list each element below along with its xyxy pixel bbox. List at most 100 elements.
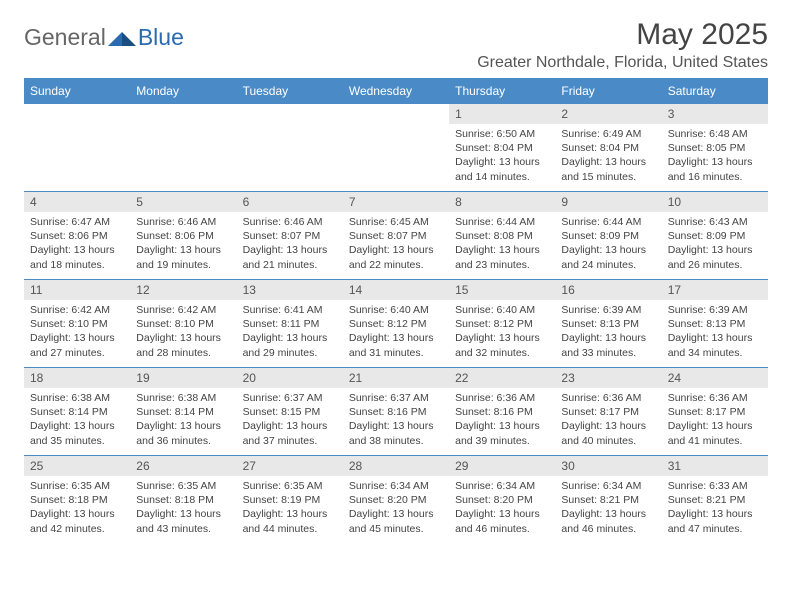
day-number: 31 [662, 456, 768, 476]
sunrise-text: Sunrise: 6:46 AM [243, 215, 337, 229]
sunset-text: Sunset: 8:14 PM [30, 405, 124, 419]
daylight-text: Daylight: 13 hours and 14 minutes. [455, 155, 549, 183]
day-number: 10 [662, 192, 768, 212]
daylight-text: Daylight: 13 hours and 42 minutes. [30, 507, 124, 535]
day-number [24, 104, 130, 110]
day-details: Sunrise: 6:42 AMSunset: 8:10 PMDaylight:… [24, 300, 130, 364]
logo-text-left: General [24, 24, 106, 50]
sunrise-text: Sunrise: 6:34 AM [561, 479, 655, 493]
calendar-cell: 15Sunrise: 6:40 AMSunset: 8:12 PMDayligh… [449, 280, 555, 368]
day-details: Sunrise: 6:45 AMSunset: 8:07 PMDaylight:… [343, 212, 449, 276]
logo-mark-icon [108, 28, 136, 48]
calendar-cell: 21Sunrise: 6:37 AMSunset: 8:16 PMDayligh… [343, 368, 449, 456]
sunrise-text: Sunrise: 6:48 AM [668, 127, 762, 141]
sunrise-text: Sunrise: 6:47 AM [30, 215, 124, 229]
day-details: Sunrise: 6:36 AMSunset: 8:17 PMDaylight:… [662, 388, 768, 452]
sunrise-text: Sunrise: 6:50 AM [455, 127, 549, 141]
day-number: 2 [555, 104, 661, 124]
day-details: Sunrise: 6:35 AMSunset: 8:19 PMDaylight:… [237, 476, 343, 540]
sunrise-text: Sunrise: 6:37 AM [349, 391, 443, 405]
daylight-text: Daylight: 13 hours and 32 minutes. [455, 331, 549, 359]
calendar-cell: 7Sunrise: 6:45 AMSunset: 8:07 PMDaylight… [343, 192, 449, 280]
day-details: Sunrise: 6:38 AMSunset: 8:14 PMDaylight:… [24, 388, 130, 452]
daylight-text: Daylight: 13 hours and 41 minutes. [668, 419, 762, 447]
calendar-cell: 24Sunrise: 6:36 AMSunset: 8:17 PMDayligh… [662, 368, 768, 456]
day-number: 25 [24, 456, 130, 476]
daylight-text: Daylight: 13 hours and 46 minutes. [455, 507, 549, 535]
calendar-body: 1Sunrise: 6:50 AMSunset: 8:04 PMDaylight… [24, 104, 768, 544]
day-header: Friday [555, 79, 661, 104]
sunset-text: Sunset: 8:20 PM [455, 493, 549, 507]
calendar-cell: 4Sunrise: 6:47 AMSunset: 8:06 PMDaylight… [24, 192, 130, 280]
day-number: 27 [237, 456, 343, 476]
sunrise-text: Sunrise: 6:35 AM [30, 479, 124, 493]
day-details: Sunrise: 6:34 AMSunset: 8:21 PMDaylight:… [555, 476, 661, 540]
day-details: Sunrise: 6:40 AMSunset: 8:12 PMDaylight:… [449, 300, 555, 364]
calendar-cell: 28Sunrise: 6:34 AMSunset: 8:20 PMDayligh… [343, 456, 449, 544]
calendar-cell: 29Sunrise: 6:34 AMSunset: 8:20 PMDayligh… [449, 456, 555, 544]
day-number: 16 [555, 280, 661, 300]
daylight-text: Daylight: 13 hours and 29 minutes. [243, 331, 337, 359]
calendar-cell: 1Sunrise: 6:50 AMSunset: 8:04 PMDaylight… [449, 104, 555, 192]
calendar-week: 1Sunrise: 6:50 AMSunset: 8:04 PMDaylight… [24, 104, 768, 192]
sunset-text: Sunset: 8:13 PM [668, 317, 762, 331]
day-number [343, 104, 449, 110]
day-details: Sunrise: 6:47 AMSunset: 8:06 PMDaylight:… [24, 212, 130, 276]
sunset-text: Sunset: 8:05 PM [668, 141, 762, 155]
sunrise-text: Sunrise: 6:42 AM [30, 303, 124, 317]
daylight-text: Daylight: 13 hours and 43 minutes. [136, 507, 230, 535]
calendar-cell: 31Sunrise: 6:33 AMSunset: 8:21 PMDayligh… [662, 456, 768, 544]
sunset-text: Sunset: 8:21 PM [561, 493, 655, 507]
sunset-text: Sunset: 8:07 PM [243, 229, 337, 243]
calendar-cell [237, 104, 343, 192]
sunrise-text: Sunrise: 6:36 AM [561, 391, 655, 405]
sunset-text: Sunset: 8:09 PM [561, 229, 655, 243]
daylight-text: Daylight: 13 hours and 24 minutes. [561, 243, 655, 271]
sunset-text: Sunset: 8:13 PM [561, 317, 655, 331]
sunrise-text: Sunrise: 6:39 AM [668, 303, 762, 317]
sunrise-text: Sunrise: 6:41 AM [243, 303, 337, 317]
sunset-text: Sunset: 8:21 PM [668, 493, 762, 507]
calendar-head: SundayMondayTuesdayWednesdayThursdayFrid… [24, 79, 768, 104]
day-details: Sunrise: 6:33 AMSunset: 8:21 PMDaylight:… [662, 476, 768, 540]
calendar-cell: 19Sunrise: 6:38 AMSunset: 8:14 PMDayligh… [130, 368, 236, 456]
location: Greater Northdale, Florida, United State… [477, 54, 768, 72]
sunset-text: Sunset: 8:18 PM [30, 493, 124, 507]
daylight-text: Daylight: 13 hours and 28 minutes. [136, 331, 230, 359]
day-details: Sunrise: 6:48 AMSunset: 8:05 PMDaylight:… [662, 124, 768, 188]
sunset-text: Sunset: 8:06 PM [136, 229, 230, 243]
calendar-cell: 20Sunrise: 6:37 AMSunset: 8:15 PMDayligh… [237, 368, 343, 456]
sunrise-text: Sunrise: 6:37 AM [243, 391, 337, 405]
sunset-text: Sunset: 8:09 PM [668, 229, 762, 243]
sunset-text: Sunset: 8:06 PM [30, 229, 124, 243]
daylight-text: Daylight: 13 hours and 31 minutes. [349, 331, 443, 359]
day-number: 6 [237, 192, 343, 212]
day-number: 20 [237, 368, 343, 388]
calendar-cell: 14Sunrise: 6:40 AMSunset: 8:12 PMDayligh… [343, 280, 449, 368]
sunset-text: Sunset: 8:17 PM [561, 405, 655, 419]
day-number: 3 [662, 104, 768, 124]
day-details: Sunrise: 6:50 AMSunset: 8:04 PMDaylight:… [449, 124, 555, 188]
day-number: 19 [130, 368, 236, 388]
daylight-text: Daylight: 13 hours and 27 minutes. [30, 331, 124, 359]
sunrise-text: Sunrise: 6:39 AM [561, 303, 655, 317]
day-number: 11 [24, 280, 130, 300]
sunset-text: Sunset: 8:07 PM [349, 229, 443, 243]
sunrise-text: Sunrise: 6:49 AM [561, 127, 655, 141]
daylight-text: Daylight: 13 hours and 38 minutes. [349, 419, 443, 447]
day-number: 24 [662, 368, 768, 388]
header: General Blue May 2025 Greater Northdale,… [24, 18, 768, 72]
day-details: Sunrise: 6:46 AMSunset: 8:06 PMDaylight:… [130, 212, 236, 276]
day-details: Sunrise: 6:41 AMSunset: 8:11 PMDaylight:… [237, 300, 343, 364]
day-details: Sunrise: 6:36 AMSunset: 8:16 PMDaylight:… [449, 388, 555, 452]
day-number: 7 [343, 192, 449, 212]
sunset-text: Sunset: 8:12 PM [455, 317, 549, 331]
day-header: Tuesday [237, 79, 343, 104]
day-number: 5 [130, 192, 236, 212]
day-details: Sunrise: 6:39 AMSunset: 8:13 PMDaylight:… [662, 300, 768, 364]
calendar-cell: 11Sunrise: 6:42 AMSunset: 8:10 PMDayligh… [24, 280, 130, 368]
daylight-text: Daylight: 13 hours and 37 minutes. [243, 419, 337, 447]
day-details: Sunrise: 6:49 AMSunset: 8:04 PMDaylight:… [555, 124, 661, 188]
day-header: Wednesday [343, 79, 449, 104]
day-details: Sunrise: 6:44 AMSunset: 8:09 PMDaylight:… [555, 212, 661, 276]
